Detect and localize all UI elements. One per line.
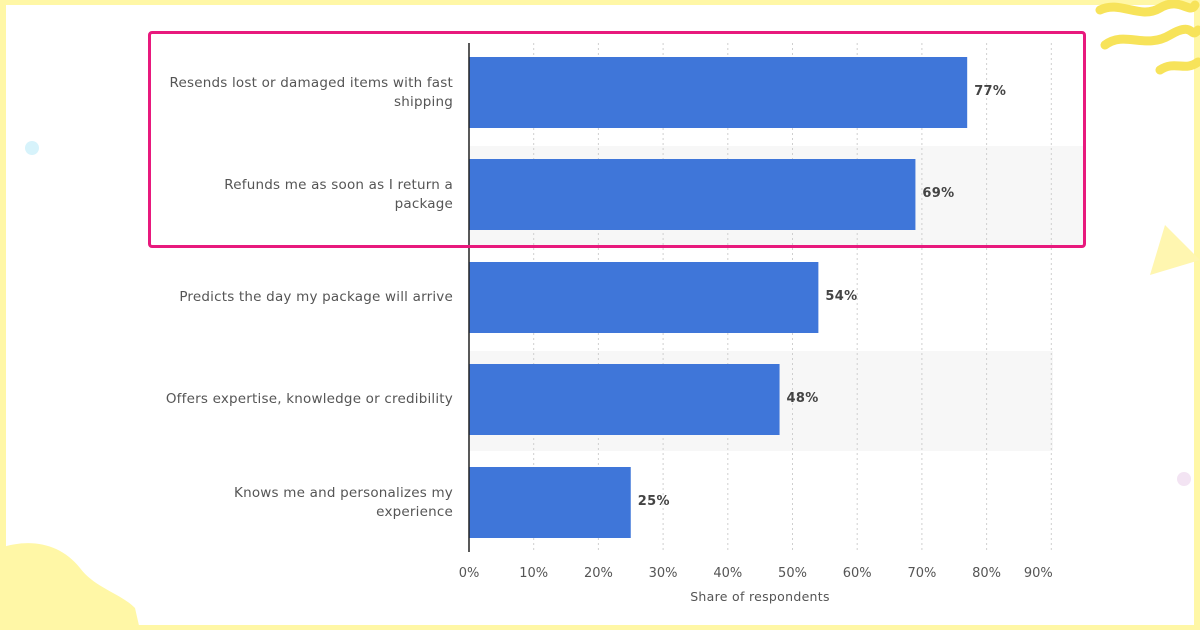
x-tick-label-20: 20% — [583, 566, 613, 581]
category-label-line: Knows me and personalizes my — [234, 484, 453, 501]
value-label-2: 54% — [825, 288, 858, 304]
x-tick-label-10: 10% — [519, 566, 549, 581]
category-label-0: Resends lost or damaged items with fast s… — [153, 74, 453, 112]
x-tick-label-60: 60% — [842, 566, 872, 581]
x-tick-label-40: 40% — [713, 566, 743, 581]
category-label-line: shipping — [394, 93, 453, 110]
value-label-4: 25% — [637, 493, 670, 509]
category-label-line: Resends lost or damaged items with fast — [169, 74, 453, 91]
category-label-line: package — [394, 195, 453, 212]
category-label-2: Predicts the day my package will arrive — [153, 288, 453, 307]
x-tick-label-80: 80% — [972, 566, 1002, 581]
value-label-0: 77% — [974, 83, 1007, 99]
highlight-box — [148, 31, 1086, 248]
x-tick-label-70: 70% — [907, 566, 937, 581]
value-label-3: 48% — [786, 390, 819, 406]
category-label-4: Knows me and personalizes my experience — [153, 484, 453, 522]
x-tick-label-0: 0% — [458, 566, 480, 581]
x-tick-label-90: 90% — [1023, 566, 1053, 581]
category-label-1: Refunds me as soon as I return a package — [153, 176, 453, 214]
x-axis-title: Share of respondents — [690, 589, 830, 604]
value-label-1: 69% — [922, 185, 955, 201]
category-label-line: Offers expertise, knowledge or credibili… — [165, 391, 453, 407]
x-tick-label-30: 30% — [648, 566, 678, 581]
category-label-line: Refunds me as soon as I return a — [224, 176, 453, 193]
x-tick-label-50: 50% — [778, 566, 807, 581]
category-label-line: experience — [376, 503, 453, 520]
category-label-3: Offers expertise, knowledge or credibili… — [153, 390, 453, 409]
category-label-line: Predicts the day my package will arrive — [179, 289, 453, 305]
